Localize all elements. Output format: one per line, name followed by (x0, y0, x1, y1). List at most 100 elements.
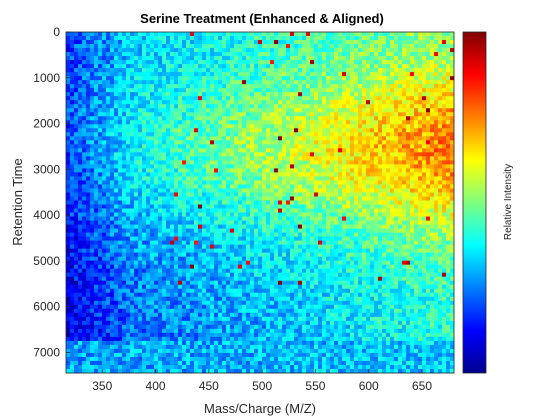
heatmap-cell (250, 76, 255, 81)
heatmap-cell (306, 80, 311, 85)
heatmap-cell (106, 88, 111, 93)
heatmap-cell (222, 120, 227, 125)
heatmap-cell (294, 200, 299, 205)
heatmap-cell (322, 232, 327, 237)
heatmap-cell (414, 200, 419, 205)
heatmap-cell (342, 36, 347, 41)
heatmap-cell (322, 72, 327, 77)
heatmap-cell (174, 172, 179, 177)
heatmap-cell (410, 136, 415, 141)
heatmap-cell (386, 96, 391, 101)
heatmap-cell (122, 88, 127, 93)
heatmap-cell (310, 172, 315, 177)
heatmap-cell (98, 100, 103, 105)
heatmap-cell (134, 196, 139, 201)
heatmap-cell (338, 136, 343, 141)
heatmap-cell (110, 48, 115, 53)
heatmap-cell (274, 168, 279, 173)
heatmap-cell (362, 104, 367, 109)
heatmap-cell (146, 204, 151, 209)
heatmap-cell (434, 92, 439, 97)
heatmap-cell (98, 72, 103, 77)
heatmap-cell (298, 232, 303, 237)
heatmap-cell (418, 104, 423, 109)
heatmap-cell (354, 124, 359, 129)
heatmap-cell (238, 76, 243, 81)
heatmap-cell (150, 180, 155, 185)
heatmap-cell (254, 176, 259, 181)
heatmap-cell (342, 92, 347, 97)
heatmap-cell (330, 44, 335, 49)
heatmap-cell (430, 184, 435, 189)
heatmap-cell (78, 88, 83, 93)
heatmap-cell (206, 216, 211, 221)
heatmap-cell (74, 108, 79, 113)
heatmap-cell (442, 200, 447, 205)
heatmap-cell (390, 48, 395, 53)
heatmap-cell (98, 124, 103, 129)
heatmap-cell (222, 32, 227, 37)
heatmap-cell (230, 64, 235, 69)
heatmap-cell (234, 112, 239, 117)
heatmap-cell (418, 144, 423, 149)
heatmap-cell (430, 144, 435, 149)
heatmap-cell (218, 48, 223, 53)
heatmap-cell (306, 112, 311, 117)
heatmap-cell (262, 68, 267, 73)
heatmap-cell (66, 100, 71, 105)
heatmap-cell (202, 96, 207, 101)
heatmap-cell (254, 108, 259, 113)
heatmap-cell (410, 216, 415, 221)
heatmap-cell (374, 204, 379, 209)
heatmap-cell (134, 168, 139, 173)
heatmap-cell (322, 116, 327, 121)
heatmap-cell (394, 152, 399, 157)
heatmap-cell (230, 236, 235, 242)
heatmap-cell (242, 192, 247, 197)
heatmap-cell (190, 180, 195, 185)
heatmap-cell (98, 116, 103, 121)
heatmap-cell (126, 60, 131, 65)
heatmap-cell (306, 64, 311, 69)
heatmap-cell (402, 160, 407, 165)
heatmap-cell (134, 184, 139, 189)
heatmap-cell (102, 188, 107, 193)
heatmap-cell (410, 220, 415, 225)
heatmap-cell (166, 200, 171, 205)
heatmap-cell (126, 56, 131, 61)
heatmap-cell (386, 40, 391, 45)
heatmap-cell (174, 92, 179, 97)
heatmap-cell (154, 144, 159, 149)
heatmap-cell (190, 52, 195, 57)
heatmap-cell (374, 124, 379, 129)
heatmap-cell (314, 80, 319, 85)
heatmap-cell (146, 200, 151, 205)
heatmap-cell (346, 184, 351, 189)
heatmap-cell (242, 148, 247, 153)
heatmap-cell (350, 180, 355, 185)
heatmap-cell (430, 60, 435, 65)
heatmap-cell (226, 188, 231, 193)
heatmap-cell (330, 136, 335, 141)
heatmap-cell (330, 68, 335, 73)
heatmap-cell (426, 116, 431, 121)
heatmap-cell (86, 192, 91, 197)
heatmap-cell (98, 140, 103, 145)
heatmap-cell (446, 220, 451, 225)
heatmap-cell (330, 184, 335, 189)
heatmap-cell (442, 48, 447, 53)
heatmap-cell (378, 232, 383, 237)
heatmap-cell (358, 220, 363, 225)
heatmap-cell (274, 48, 279, 53)
heatmap-cell (386, 160, 391, 165)
heatmap-cell (126, 176, 131, 181)
heatmap-cell (326, 180, 331, 185)
heatmap-cell (94, 184, 99, 189)
heatmap-cell (142, 212, 147, 217)
heatmap-cell (246, 104, 251, 109)
heatmap-cell (334, 120, 339, 125)
heatmap-cell (70, 72, 75, 77)
heatmap-cell (370, 192, 375, 197)
heatmap-cell (342, 116, 347, 121)
heatmap-cell (338, 104, 343, 109)
